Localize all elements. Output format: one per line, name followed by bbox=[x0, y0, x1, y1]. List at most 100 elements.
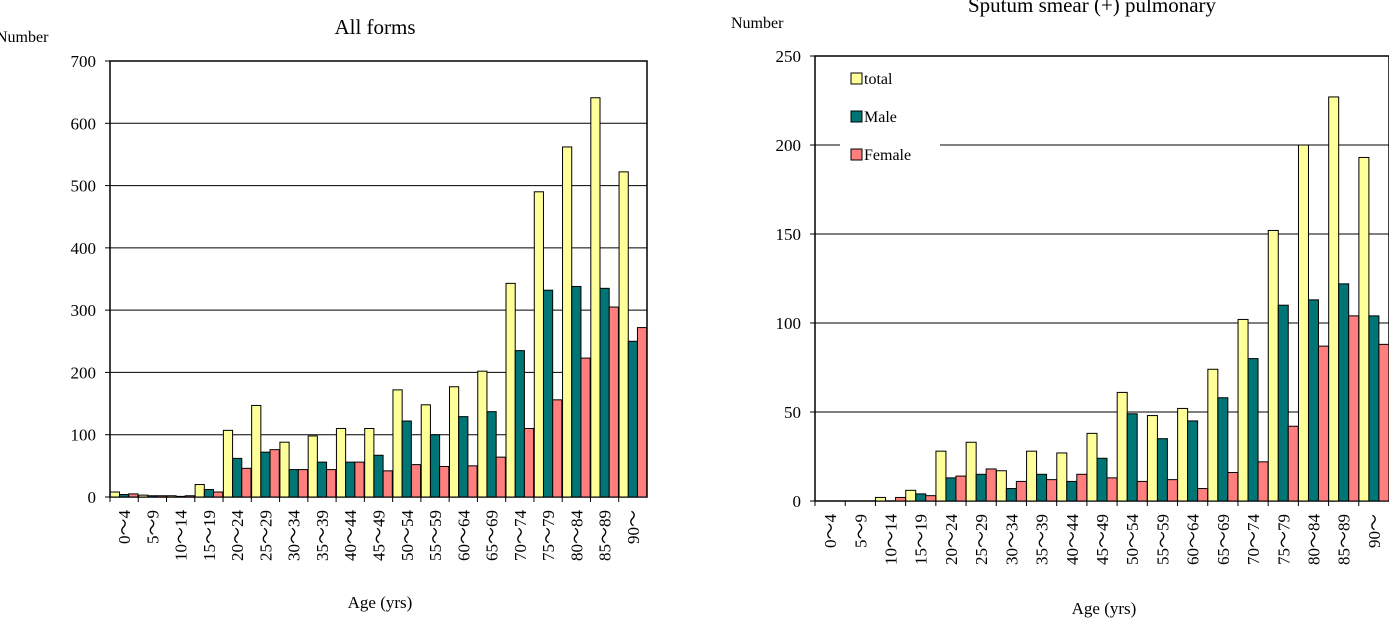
bar-male bbox=[373, 454, 384, 498]
x-tick-label: 60～64 bbox=[454, 510, 473, 561]
bar-male bbox=[915, 493, 927, 502]
x-tick-label: 30～34 bbox=[1002, 514, 1021, 565]
y-tick-label: 50 bbox=[784, 403, 801, 422]
bar-female bbox=[1015, 480, 1027, 502]
x-tick-label: 75～79 bbox=[539, 510, 558, 561]
x-tick-label: 75～79 bbox=[1274, 514, 1293, 565]
bar-total bbox=[1056, 452, 1068, 502]
bar-female bbox=[156, 495, 167, 498]
bar-male bbox=[345, 461, 356, 498]
bar-female bbox=[1197, 488, 1209, 502]
bar-total bbox=[477, 370, 488, 498]
all-forms-chart: All forms Number Age (yrs) 0 100 200 300 400… bbox=[0, 15, 648, 612]
x-axis-label: Age (yrs) bbox=[1072, 599, 1137, 618]
y-tick-label: 200 bbox=[71, 363, 97, 382]
bar-female bbox=[354, 461, 365, 498]
bar-female bbox=[241, 467, 252, 498]
bar-female bbox=[1136, 480, 1148, 502]
bar-male bbox=[119, 494, 130, 498]
x-tick-label: 85～89 bbox=[1335, 514, 1354, 565]
bar-female bbox=[1317, 345, 1329, 502]
x-tick-label: 15～19 bbox=[912, 514, 931, 565]
x-tick-label: 10～14 bbox=[882, 514, 901, 565]
bar-total bbox=[364, 427, 375, 498]
bar-female bbox=[495, 456, 506, 498]
bar-female bbox=[1287, 425, 1299, 502]
bar-female bbox=[636, 327, 648, 498]
y-tick-label: 100 bbox=[71, 426, 97, 445]
x-tick-label: 25～29 bbox=[256, 510, 275, 561]
y-tick-label: 100 bbox=[776, 314, 802, 333]
x-tick-label: 70～74 bbox=[511, 510, 530, 561]
bar-male bbox=[1338, 283, 1350, 502]
bar-total bbox=[618, 171, 629, 498]
bar-male bbox=[1096, 457, 1108, 502]
x-tick-label: 55～59 bbox=[1153, 514, 1172, 565]
y-tick-label: 200 bbox=[776, 136, 802, 155]
x-tick-label: 85～89 bbox=[596, 510, 615, 561]
legend-swatch-male bbox=[850, 110, 863, 123]
y-tick-label: 150 bbox=[776, 225, 802, 244]
x-tick-label: 45～49 bbox=[1093, 514, 1112, 565]
bar-male bbox=[1156, 438, 1168, 502]
bar-male bbox=[975, 473, 987, 502]
bar-total bbox=[1026, 450, 1038, 502]
y-tick-label: 300 bbox=[71, 301, 97, 320]
x-tick-label: 80～84 bbox=[1304, 514, 1323, 565]
bar-total bbox=[1237, 318, 1249, 502]
bar-total bbox=[533, 191, 544, 498]
x-tick-label: 40～44 bbox=[1063, 514, 1082, 565]
bar-male bbox=[147, 495, 158, 498]
bar-female bbox=[1257, 461, 1269, 502]
bar-female bbox=[523, 427, 535, 498]
x-tick-label: 50～54 bbox=[398, 510, 417, 561]
x-tick-label: 20～24 bbox=[228, 510, 247, 561]
bar-female bbox=[467, 465, 478, 498]
bar-total bbox=[562, 146, 573, 498]
bar-total bbox=[935, 450, 947, 502]
x-tick-label: 35～39 bbox=[313, 510, 332, 561]
bar-male bbox=[316, 461, 328, 498]
y-tick-label: 400 bbox=[71, 239, 97, 258]
bar-male bbox=[514, 350, 525, 498]
x-tick-label: 15～19 bbox=[200, 510, 219, 561]
bar-male bbox=[1277, 304, 1289, 502]
chart-title: Sputum smear (+) pulmonary bbox=[968, 0, 1217, 17]
bar-male bbox=[945, 477, 957, 502]
bar-total bbox=[392, 389, 403, 498]
x-tick-label: 10～14 bbox=[172, 510, 191, 561]
bar-female bbox=[382, 470, 393, 498]
x-tick-label: 5～9 bbox=[143, 510, 162, 544]
x-tick-label: 55～59 bbox=[426, 510, 445, 561]
chart-title: All forms bbox=[334, 15, 415, 39]
bar-female bbox=[1348, 315, 1360, 502]
sputum-smear-chart: Sputum smear (+) pulmonary Number Age (y… bbox=[731, 0, 1389, 618]
y-tick-label: 500 bbox=[71, 177, 97, 196]
bar-female bbox=[1378, 343, 1389, 502]
y-axis-label: Number bbox=[0, 29, 49, 46]
bar-total bbox=[1207, 368, 1219, 502]
bar-total bbox=[1358, 156, 1370, 502]
bar-total bbox=[138, 494, 149, 498]
x-axis-label: Age (yrs) bbox=[348, 593, 413, 612]
legend-swatch-female bbox=[850, 148, 863, 161]
y-tick-label: 0 bbox=[793, 492, 802, 511]
bar-total bbox=[194, 484, 205, 498]
bar-female bbox=[1046, 479, 1058, 502]
bar-total bbox=[109, 491, 121, 498]
bar-total bbox=[1267, 229, 1279, 502]
bar-male bbox=[1005, 488, 1017, 502]
bar-male bbox=[1187, 420, 1199, 502]
bar-female bbox=[1106, 477, 1118, 502]
bar-female bbox=[410, 464, 422, 498]
x-tick-label: 65～69 bbox=[483, 510, 502, 561]
bar-male bbox=[1368, 315, 1380, 502]
bar-total bbox=[222, 429, 234, 498]
legend-swatch-total bbox=[850, 72, 863, 85]
x-tick-label: 90～ bbox=[624, 510, 643, 544]
bar-male bbox=[1066, 480, 1078, 502]
bar-total bbox=[1297, 144, 1309, 502]
x-tick-label: 0～4 bbox=[115, 510, 134, 544]
bar-female bbox=[439, 465, 450, 498]
bar-total bbox=[1177, 407, 1189, 502]
